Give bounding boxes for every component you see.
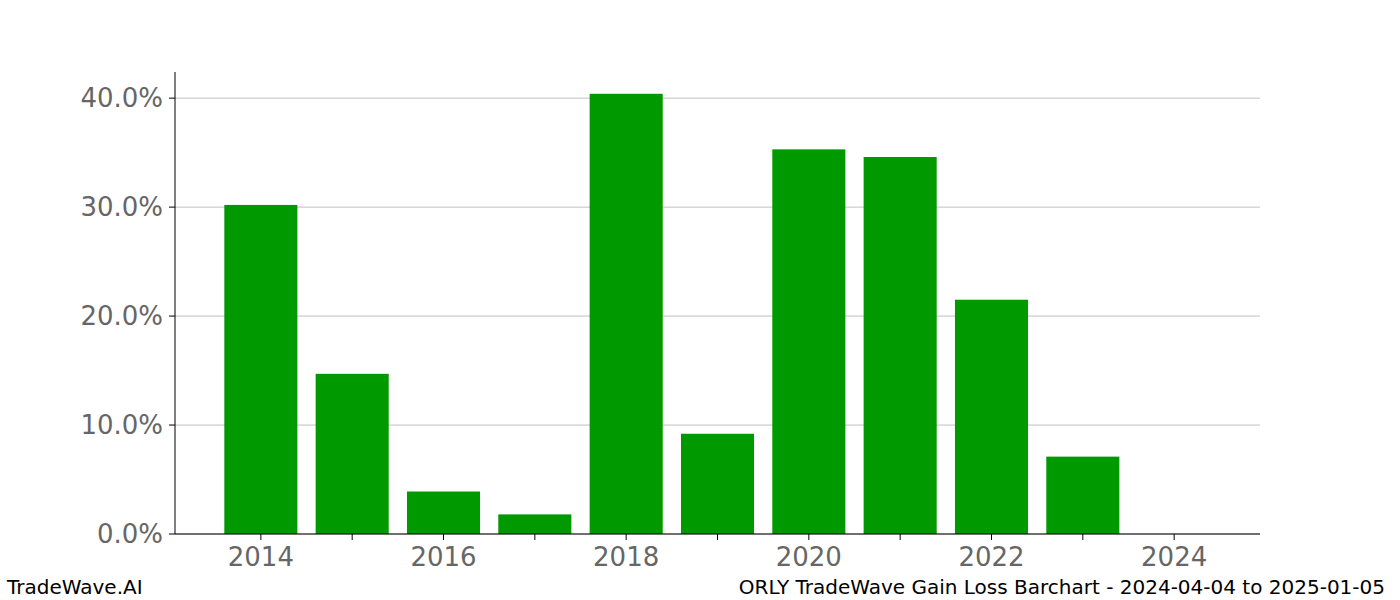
y-tick <box>169 207 175 208</box>
x-tick-label: 2020 <box>776 542 842 572</box>
x-tick <box>717 534 718 540</box>
x-tick <box>626 534 627 540</box>
bar <box>772 149 845 534</box>
bar <box>316 374 389 534</box>
x-tick <box>991 534 992 540</box>
bar <box>407 492 480 534</box>
y-tick-label: 10.0% <box>80 410 163 440</box>
y-tick-label: 40.0% <box>80 83 163 113</box>
bar <box>681 434 754 534</box>
bar <box>864 157 937 534</box>
bar <box>498 514 571 534</box>
y-tick-label: 20.0% <box>80 301 163 331</box>
x-tick <box>534 534 535 540</box>
x-axis <box>175 534 1260 535</box>
y-tick-label: 30.0% <box>80 192 163 222</box>
bar <box>955 300 1028 534</box>
grid-line <box>175 316 1260 317</box>
y-tick-label: 0.0% <box>97 519 163 549</box>
grid-line <box>175 534 1260 535</box>
annotation: TradeWave.AI <box>6 575 143 599</box>
y-axis <box>175 72 176 534</box>
x-tick <box>352 534 353 540</box>
x-tick-label: 2014 <box>228 542 294 572</box>
x-tick-label: 2018 <box>593 542 659 572</box>
bar <box>1046 457 1119 534</box>
x-tick-label: 2022 <box>958 542 1024 572</box>
x-tick <box>900 534 901 540</box>
grid-line <box>175 98 1260 99</box>
x-tick <box>260 534 261 540</box>
y-tick <box>169 425 175 426</box>
title: ORLY TradeWave Gain Loss Barchart - 2024… <box>739 575 1385 599</box>
y-tick <box>169 98 175 99</box>
x-tick-label: 2016 <box>410 542 476 572</box>
x-tick <box>443 534 444 540</box>
x-tick <box>1082 534 1083 540</box>
y-tick <box>169 316 175 317</box>
x-tick-label: 2024 <box>1141 542 1207 572</box>
bar <box>224 205 297 534</box>
bar <box>590 94 663 534</box>
x-tick <box>808 534 809 540</box>
x-tick <box>1174 534 1175 540</box>
chart: 0.0% 10.0% 20.0% 30.0% 40.0% 2014 2016 2018 2020… <box>0 0 1400 600</box>
grid-line <box>175 207 1260 208</box>
y-tick <box>169 534 175 535</box>
